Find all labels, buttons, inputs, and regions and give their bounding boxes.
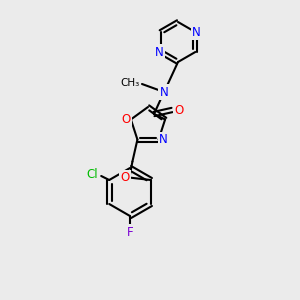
Text: N: N [192,26,201,38]
Text: O: O [174,103,184,116]
Text: N: N [160,85,168,98]
Text: N: N [155,46,164,59]
Text: F: F [127,226,133,238]
Text: O: O [121,113,130,126]
Text: Cl: Cl [86,169,98,182]
Text: N: N [159,133,168,146]
Text: CH₃: CH₃ [120,78,140,88]
Text: O: O [121,171,130,184]
